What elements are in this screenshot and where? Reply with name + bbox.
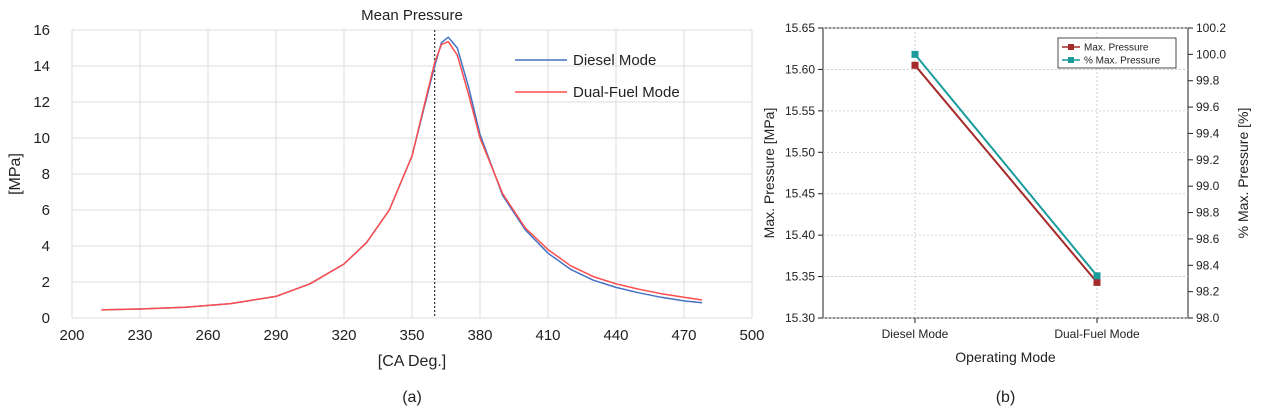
panel-label-a: (a) [402, 389, 422, 406]
y-tick-label-b: 15.35 [785, 270, 815, 284]
legend-swatch-marker-b [1068, 57, 1074, 63]
series-marker-b-1 [911, 50, 919, 58]
y-axis-label-b: Max. Pressure [MPa] [761, 108, 777, 239]
y2-tick-label-b: 98.4 [1196, 258, 1220, 272]
y-tick-label-a: 8 [42, 166, 50, 183]
x-tick-label-a: 380 [467, 327, 492, 344]
chart-title-a: Mean Pressure [361, 7, 463, 24]
y-tick-label-a: 2 [42, 274, 50, 291]
legend-label-b: Max. Pressure [1084, 43, 1149, 54]
y-tick-label-b: 15.30 [785, 311, 815, 325]
y2-tick-label-b: 99.2 [1196, 153, 1220, 167]
x-tick-label-a: 440 [603, 327, 628, 344]
series-line-b-0 [914, 64, 1098, 284]
panel-a-mean-pressure-chart: 200 230 260 290 320 350 380 410 440 470 500 0 2 4 6 8 10… [7, 7, 765, 406]
legend-label-a: Diesel Mode [573, 52, 656, 69]
x-tick-label-a: 470 [671, 327, 696, 344]
y-axis-label-a: [MPa] [7, 153, 24, 195]
series-marker-b-1 [1093, 272, 1101, 280]
panel-b-max-pressure-chart: 15.30 15.35 15.40 15.45 15.50 15.55 15.60 15.65… [761, 21, 1251, 406]
y-tick-label-b: 15.50 [785, 145, 815, 159]
legend-box-b [1057, 37, 1177, 69]
x-axis-label-a: [CA Deg.] [378, 353, 446, 370]
y2-tick-label-b: 99.0 [1196, 179, 1220, 193]
y-tick-label-b: 15.45 [785, 187, 815, 201]
y2-tick-label-b: 99.8 [1196, 74, 1220, 88]
y2-tick-label-b: 98.2 [1196, 285, 1220, 299]
y2-tick-label-b: 99.4 [1196, 126, 1220, 140]
y-tick-label-a: 16 [33, 22, 50, 39]
x-tick-label-a: 410 [535, 327, 560, 344]
y-tick-label-a: 0 [42, 310, 50, 327]
legend-label-b: % Max. Pressure [1084, 56, 1161, 67]
x-tick-label-a: 350 [399, 327, 424, 344]
y2-axis-label-b: % Max. Pressure [%] [1235, 108, 1251, 239]
y-tick-label-b: 15.40 [785, 228, 815, 242]
y2-tick-label-b: 98.6 [1196, 232, 1220, 246]
x-tick-label-a: 200 [59, 327, 84, 344]
x-tick-label-a: 500 [739, 327, 764, 344]
x-axis-label-b: Operating Mode [955, 349, 1056, 365]
y-tick-label-a: 10 [33, 130, 50, 147]
x-tick-label-a: 230 [127, 327, 152, 344]
y2-tick-label-b: 99.6 [1196, 100, 1220, 114]
y2-tick-label-b: 100.0 [1196, 47, 1226, 61]
y-tick-label-b: 15.55 [785, 104, 815, 118]
legend-swatch-marker-b [1068, 44, 1074, 50]
legend-label-a: Dual-Fuel Mode [573, 84, 680, 101]
series-line-b-1 [914, 53, 1098, 277]
x-tick-label-a: 320 [331, 327, 356, 344]
y2-tick-label-b: 100.2 [1196, 21, 1226, 35]
y-tick-label-b: 15.65 [785, 21, 815, 35]
x-tick-label-b: Diesel Mode [882, 327, 949, 341]
panel-label-b: (b) [996, 389, 1016, 406]
y-tick-label-a: 12 [33, 94, 50, 111]
x-tick-label-b: Dual-Fuel Mode [1054, 327, 1140, 341]
series-marker-b-0 [911, 61, 919, 69]
y-tick-label-a: 14 [33, 58, 50, 75]
series-marker-b-0 [1093, 278, 1101, 286]
y-tick-label-b: 15.60 [785, 62, 815, 76]
y2-tick-label-b: 98.0 [1196, 311, 1220, 325]
y2-tick-label-b: 98.8 [1196, 206, 1220, 220]
x-tick-label-a: 290 [263, 327, 288, 344]
x-tick-label-a: 260 [195, 327, 220, 344]
y-tick-label-a: 6 [42, 202, 50, 219]
y-tick-label-a: 4 [42, 238, 50, 255]
series-line-dual-fuel-mode [101, 40, 703, 311]
